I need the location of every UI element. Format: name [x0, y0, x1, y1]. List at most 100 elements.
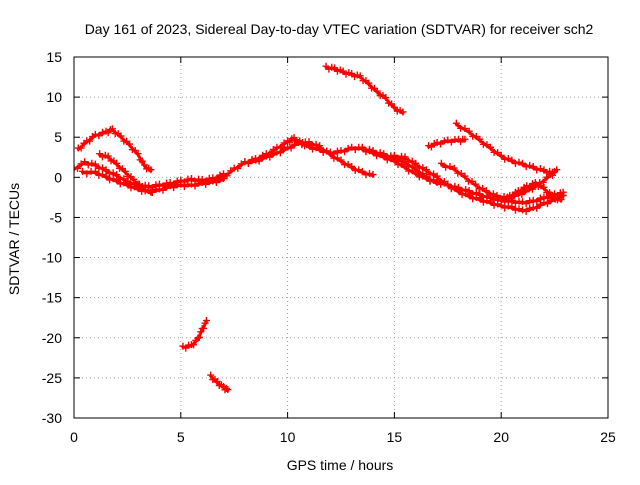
series-arc-k-point	[522, 163, 530, 171]
series-arc-f-point	[337, 146, 345, 154]
series-arc-h-point	[422, 174, 430, 182]
x-tick-label: 0	[70, 429, 78, 445]
series-arc-m-point	[540, 183, 548, 191]
series-arc-h-point	[387, 155, 395, 163]
series-arc-i-point	[490, 201, 498, 209]
series-arc-b-point	[74, 164, 82, 172]
series-arc-e-point	[223, 172, 231, 180]
y-tick-label: -10	[42, 250, 62, 266]
series-arc-i-point	[433, 172, 441, 180]
series-arc-c-point	[170, 184, 178, 192]
series-arc-i-point	[522, 207, 530, 215]
series-arc-h-point	[369, 148, 377, 156]
series-arc-m-point	[557, 195, 565, 203]
series-arc-e-point	[209, 176, 217, 184]
series-arc-n-point	[200, 324, 208, 332]
x-tick-label: 5	[177, 429, 185, 445]
y-tick-label: 10	[46, 89, 62, 105]
series-arc-i-point	[483, 197, 491, 205]
series-arc-c-point	[91, 167, 99, 175]
series-arc-g-point	[382, 94, 390, 102]
series-arc-c-point	[180, 183, 188, 191]
series-arc-j-point	[461, 135, 469, 143]
series-arc-h-point	[401, 163, 409, 171]
series-arc-e-point	[344, 160, 352, 168]
series-arc-l-point	[543, 173, 551, 181]
series-arc-c-point	[95, 171, 103, 179]
series-arc-e-point	[369, 171, 377, 179]
series-arc-i-point	[540, 199, 548, 207]
series-arc-l-point	[548, 171, 556, 179]
series-arc-i-point	[408, 157, 416, 165]
series-arc-k-point	[529, 163, 537, 171]
series-arc-h-point	[365, 147, 373, 155]
series-arc-k-point	[504, 154, 512, 162]
series-arc-e-point	[234, 164, 242, 172]
series-arc-m-point	[509, 192, 517, 200]
series-arc-i-point	[479, 198, 487, 206]
series-arc-c-point	[155, 185, 163, 193]
series-arc-i-point	[497, 201, 505, 209]
series-arc-c-line	[81, 171, 225, 194]
series-arc-f-point	[280, 139, 288, 147]
series-arc-k-point	[526, 161, 534, 169]
series-arc-a-point	[140, 161, 148, 169]
series-arc-k-point	[465, 127, 473, 135]
series-arc-f-point	[244, 159, 252, 167]
series-arc-k-point	[515, 158, 523, 166]
series-arc-h-point	[362, 148, 370, 156]
series-arc-h-point	[501, 198, 509, 206]
series-arc-b-point	[98, 164, 106, 172]
series-arc-m-point	[531, 179, 539, 187]
series-arc-g-point	[390, 103, 398, 111]
series-arc-h-point	[533, 198, 541, 206]
series-arc-l-point	[482, 187, 490, 195]
series-arc-i-point	[508, 203, 516, 211]
series-arc-k-point	[483, 141, 491, 149]
series-arc-a-point	[126, 140, 134, 148]
series-arc-i-point	[430, 170, 438, 178]
series-arc-b-point	[84, 161, 92, 169]
series-arc-f-point	[276, 144, 284, 152]
series-arc-k-point	[487, 143, 495, 151]
series-arc-h-point	[412, 169, 420, 177]
series-arc-f-point	[248, 156, 256, 164]
series-arc-j-point	[444, 136, 452, 144]
series-arc-k-point	[494, 149, 502, 157]
x-tick-label: 25	[600, 429, 616, 445]
series-arc-e-point	[337, 156, 345, 164]
series-arc-c-point	[166, 182, 174, 190]
series-arc-c-point	[123, 180, 131, 188]
series-arc-k-point	[533, 166, 541, 174]
series-arc-d-point	[138, 183, 146, 191]
series-arc-l-point	[450, 164, 458, 172]
series-arc-h-point	[373, 152, 381, 160]
chart-title: Day 161 of 2023, Sidereal Day-to-day VTE…	[85, 21, 594, 37]
series-arc-i-point	[462, 190, 470, 198]
series-arc-i-point	[390, 151, 398, 159]
series-arc-a-point	[77, 144, 85, 152]
series-arc-i-point	[454, 187, 462, 195]
series-arc-c-point	[120, 179, 128, 187]
series-arc-i-point	[494, 200, 502, 208]
series-arc-f-point	[255, 155, 263, 163]
series-arc-c-point	[83, 170, 91, 178]
series-arc-a-point	[147, 166, 155, 174]
series-arc-i-point	[394, 154, 402, 162]
series-arc-f-point	[259, 151, 267, 159]
series-arc-h-point	[430, 176, 438, 184]
series-arc-i-point	[476, 195, 484, 203]
series-arc-n-point	[195, 333, 203, 341]
series-arc-n-point	[194, 334, 202, 342]
series-arc-f-point	[319, 148, 327, 156]
series-arc-a-point	[86, 137, 94, 145]
series-arc-c-point	[127, 184, 135, 192]
series-arc-h-point	[426, 177, 434, 185]
series-arc-a-point	[117, 132, 125, 140]
series-arc-l-point	[446, 163, 454, 171]
series-arc-e-point	[284, 143, 292, 151]
series-arc-l-point	[468, 177, 476, 185]
series-arc-o-point	[224, 386, 232, 394]
series-arc-i-point	[529, 203, 537, 211]
